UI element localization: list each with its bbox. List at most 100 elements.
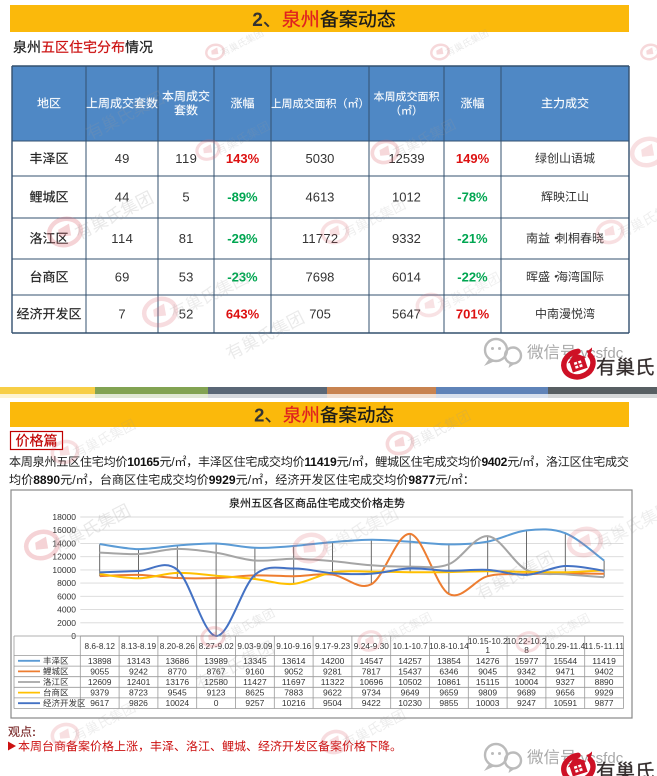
svg-text:7817: 7817 [362, 666, 381, 676]
svg-text:10165: 10165 [127, 455, 160, 469]
svg-text:10230: 10230 [398, 698, 422, 708]
svg-text:9877: 9877 [408, 473, 435, 487]
svg-text:9402: 9402 [595, 666, 614, 676]
svg-text::ycsfdc: :ycsfdc [577, 750, 624, 767]
svg-text:12609: 12609 [88, 677, 112, 687]
svg-text:2000: 2000 [57, 618, 76, 628]
svg-text:149%: 149% [456, 151, 490, 166]
svg-text:9689: 9689 [517, 688, 536, 698]
svg-text:10.1-10.7: 10.1-10.7 [393, 641, 428, 651]
svg-text:9659: 9659 [439, 688, 458, 698]
svg-text:114: 114 [111, 231, 133, 246]
svg-text:1012: 1012 [392, 190, 421, 205]
svg-text:5647: 5647 [392, 307, 421, 322]
svg-text:9929: 9929 [595, 688, 614, 698]
svg-text:/: / [348, 455, 352, 469]
svg-text:11419: 11419 [592, 656, 616, 666]
svg-text:-23%: -23% [227, 270, 258, 285]
svg-text:9342: 9342 [517, 666, 536, 676]
svg-text:12401: 12401 [127, 677, 151, 687]
svg-text:10591: 10591 [554, 698, 578, 708]
svg-text:8625: 8625 [245, 688, 264, 698]
svg-text:143%: 143% [226, 151, 260, 166]
svg-text:643%: 643% [226, 307, 260, 322]
svg-text:8767: 8767 [207, 666, 226, 676]
svg-text:11427: 11427 [243, 677, 267, 687]
svg-text:11322: 11322 [321, 677, 345, 687]
svg-text:9257: 9257 [245, 698, 264, 708]
svg-text:9617: 9617 [90, 698, 109, 708]
svg-text:18000: 18000 [52, 512, 76, 522]
svg-text:6346: 6346 [439, 666, 458, 676]
svg-text:9545: 9545 [168, 688, 187, 698]
svg-text:9160: 9160 [245, 666, 264, 676]
svg-text:9402: 9402 [482, 455, 508, 469]
svg-text:-89%: -89% [227, 190, 258, 205]
svg-text:705: 705 [309, 307, 331, 322]
svg-text:8.13-8.19: 8.13-8.19 [121, 641, 156, 651]
svg-text:9422: 9422 [362, 698, 381, 708]
svg-text:119: 119 [175, 151, 197, 166]
svg-text:9281: 9281 [323, 666, 342, 676]
svg-text:14276: 14276 [476, 656, 500, 666]
svg-text:9826: 9826 [129, 698, 148, 708]
svg-text:10003: 10003 [476, 698, 500, 708]
svg-text::ycsfdc: :ycsfdc [577, 345, 624, 362]
svg-text:/: / [519, 455, 523, 469]
svg-text:9471: 9471 [556, 666, 575, 676]
svg-text:9.17-9.23: 9.17-9.23 [315, 641, 350, 651]
svg-text:9.10-9.16: 9.10-9.16 [276, 641, 311, 651]
svg-text:/: / [248, 473, 252, 487]
svg-text:9734: 9734 [362, 688, 381, 698]
svg-text:9055: 9055 [90, 666, 109, 676]
svg-text:6014: 6014 [392, 270, 421, 285]
svg-text:-21%: -21% [457, 231, 488, 246]
svg-text::: : [32, 725, 36, 739]
svg-text:10696: 10696 [360, 677, 384, 687]
svg-text:9123: 9123 [207, 688, 226, 698]
svg-text:10.22-10.2: 10.22-10.2 [507, 636, 547, 646]
svg-text:2: 2 [254, 405, 264, 426]
svg-text:9.03-9.09: 9.03-9.09 [237, 641, 272, 651]
svg-text:9327: 9327 [556, 677, 575, 687]
svg-text:15544: 15544 [554, 656, 578, 666]
svg-text:4000: 4000 [57, 605, 76, 615]
svg-text:701%: 701% [456, 307, 490, 322]
svg-text:5: 5 [182, 190, 189, 205]
svg-text:9247: 9247 [517, 698, 536, 708]
svg-text:14257: 14257 [398, 656, 422, 666]
svg-text:9877: 9877 [595, 698, 614, 708]
svg-text:9242: 9242 [129, 666, 148, 676]
svg-text:-22%: -22% [457, 270, 488, 285]
svg-text:9855: 9855 [439, 698, 458, 708]
svg-text:9045: 9045 [478, 666, 497, 676]
svg-text:9649: 9649 [401, 688, 420, 698]
svg-text:8890: 8890 [33, 473, 60, 487]
svg-text:4613: 4613 [306, 190, 335, 205]
svg-text:13989: 13989 [204, 656, 228, 666]
svg-text:14547: 14547 [360, 656, 384, 666]
svg-text:9809: 9809 [478, 688, 497, 698]
svg-text:12000: 12000 [52, 552, 76, 562]
svg-text:10004: 10004 [515, 677, 539, 687]
svg-text:12539: 12539 [388, 151, 424, 166]
svg-text:11.5-11.11: 11.5-11.11 [584, 641, 624, 651]
svg-text:-29%: -29% [227, 231, 258, 246]
svg-text:69: 69 [115, 270, 130, 285]
svg-text:/: / [171, 455, 175, 469]
svg-text:49: 49 [115, 151, 130, 166]
svg-text:-78%: -78% [457, 190, 488, 205]
svg-text:9656: 9656 [556, 688, 575, 698]
svg-text:11772: 11772 [302, 231, 338, 246]
svg-text:13143: 13143 [127, 656, 151, 666]
svg-text:10216: 10216 [282, 698, 306, 708]
svg-text:8770: 8770 [168, 666, 187, 676]
svg-text:0: 0 [214, 698, 219, 708]
svg-text:10000: 10000 [52, 565, 76, 575]
svg-text:8890: 8890 [595, 677, 614, 687]
svg-text:14000: 14000 [52, 538, 76, 548]
svg-text:16000: 16000 [52, 525, 76, 535]
svg-text:8.27-9.02: 8.27-9.02 [199, 641, 234, 651]
svg-text:2: 2 [252, 10, 263, 31]
svg-text:10.15-10.2: 10.15-10.2 [468, 636, 508, 646]
